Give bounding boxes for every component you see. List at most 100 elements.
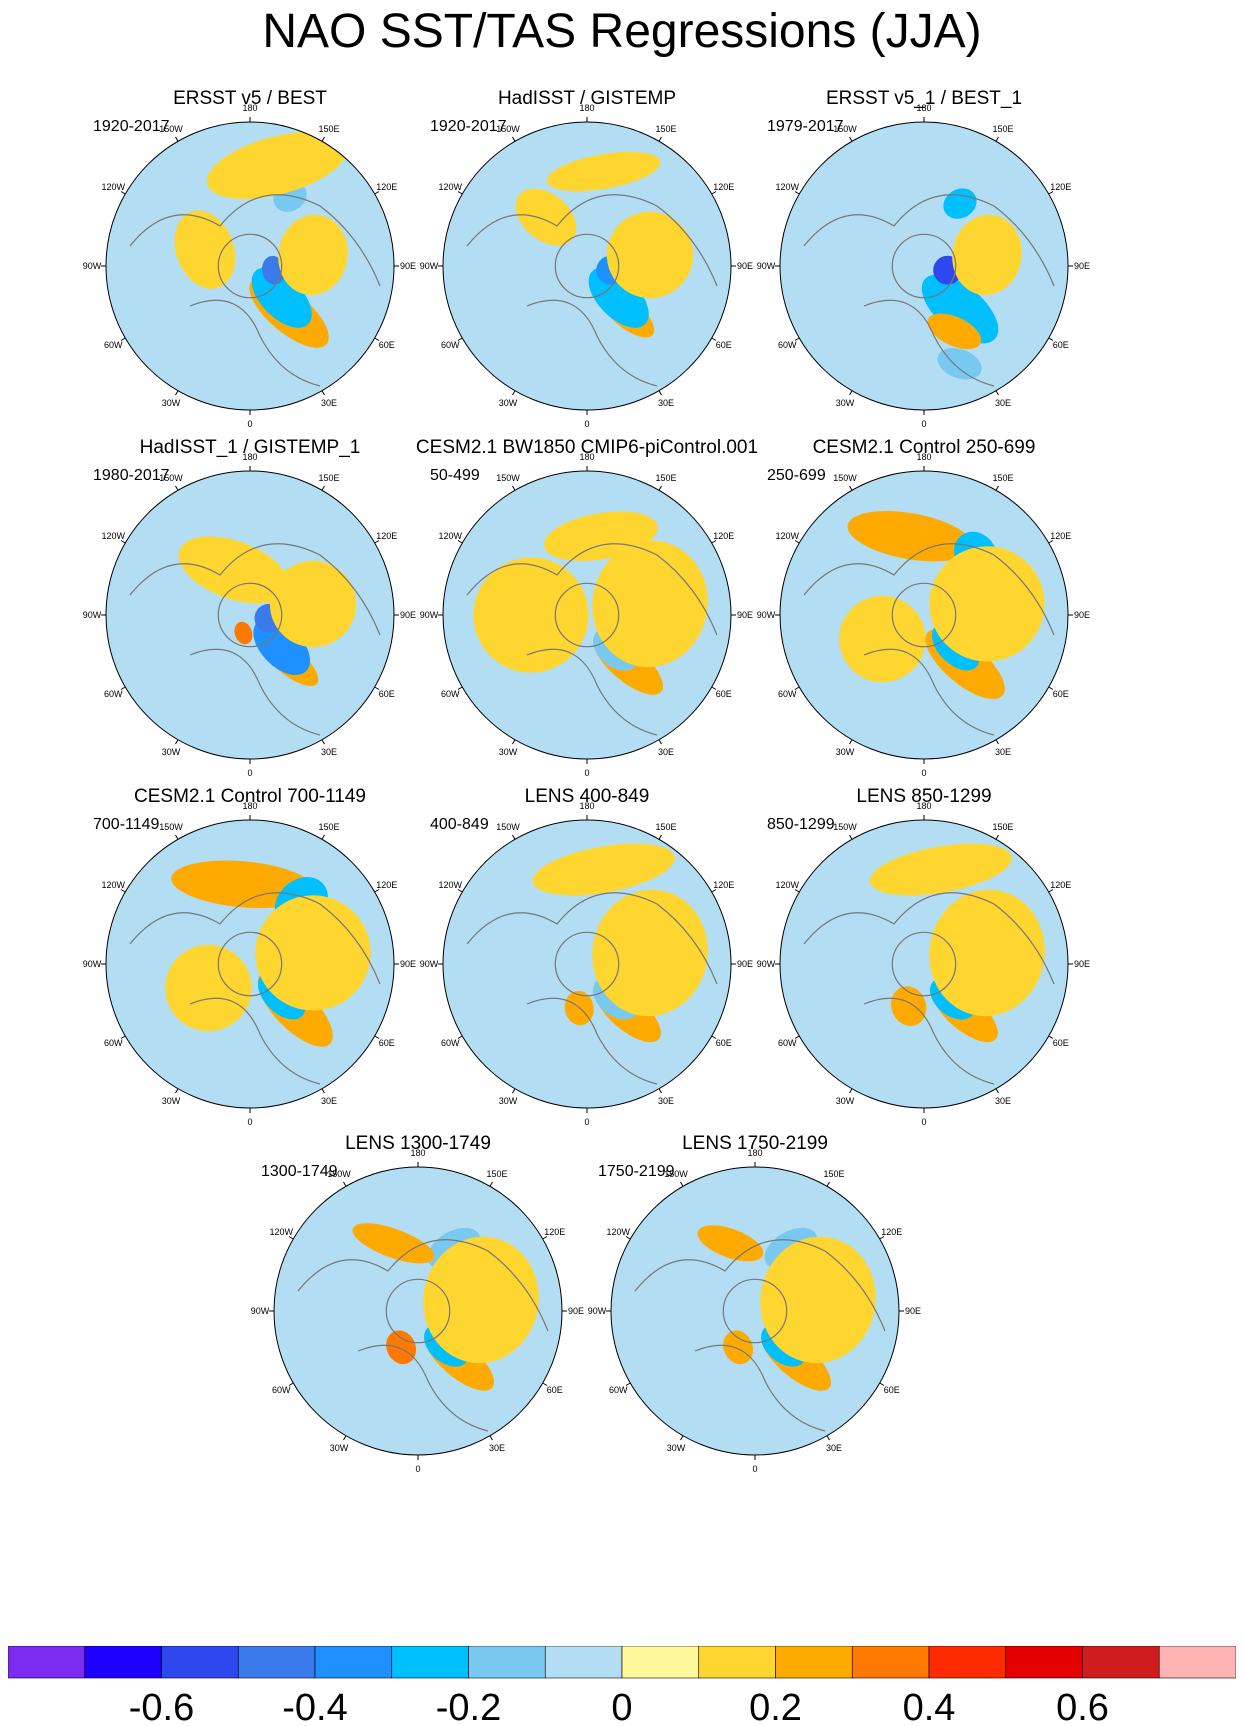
contour-region — [532, 843, 675, 896]
longitude-label: 90E — [400, 959, 416, 969]
map-field — [466, 151, 718, 387]
longitude-tick — [995, 485, 999, 491]
longitude-label: 30W — [162, 747, 181, 757]
coastline — [189, 648, 321, 736]
longitude-label: 120W — [101, 182, 125, 192]
map-background — [106, 471, 394, 759]
longitude-tick — [374, 191, 380, 195]
contour-region — [921, 274, 999, 344]
longitude-tick — [512, 739, 516, 745]
contour-region — [251, 267, 312, 328]
coastline — [634, 1239, 886, 1332]
longitude-label: 120W — [606, 1227, 630, 1237]
longitude-tick — [879, 1236, 885, 1240]
longitude-label: 90E — [905, 1306, 921, 1316]
map-panel: CESM2.1 BW1850 CMIP6-piControl.001 50-499… — [407, 437, 767, 807]
longitude-tick — [321, 485, 325, 491]
longitude-label: 90W — [588, 1306, 607, 1316]
longitude-tick — [879, 1382, 885, 1386]
longitude-label: 0 — [584, 1117, 589, 1127]
longitude-tick — [680, 1435, 684, 1441]
contour-region — [386, 1330, 417, 1365]
longitude-tick — [849, 1088, 853, 1094]
longitude-label: 120W — [101, 531, 125, 541]
longitude-tick — [794, 191, 800, 195]
map-panel: HadISST / GISTEMP 1920-2017 180 150E 120E 90E… — [407, 88, 767, 458]
contour-region — [206, 132, 347, 199]
longitude-tick — [658, 1088, 662, 1094]
longitude-tick — [1048, 191, 1054, 195]
longitude-tick — [343, 1181, 347, 1187]
longitude-label: 120E — [376, 880, 397, 890]
longitude-tick — [658, 136, 662, 142]
longitude-tick — [625, 1382, 631, 1386]
map-panel: LENS 1750-2199 1750-2199 180 150E 120E 90E 60E… — [575, 1133, 935, 1503]
panel-title: LENS 1300-1749 — [345, 1133, 491, 1154]
longitude-tick — [321, 739, 325, 745]
coastline — [863, 997, 995, 1085]
map-panel: LENS 1300-1749 1300-1749 180 150E 120E 90E 60E… — [238, 1133, 598, 1503]
contour-region — [544, 511, 658, 561]
longitude-label: 60W — [104, 1038, 123, 1048]
longitude-tick — [120, 540, 126, 544]
longitude-tick — [995, 136, 999, 142]
longitude-label: 0 — [247, 1117, 252, 1127]
contour-region — [165, 944, 252, 1032]
longitude-label: 150E — [992, 822, 1013, 832]
colorbar-swatch — [8, 1646, 86, 1679]
longitude-label: 180 — [410, 1148, 425, 1158]
longitude-tick — [711, 686, 717, 690]
longitude-tick — [288, 1382, 294, 1386]
longitude-label: 120W — [775, 531, 799, 541]
polar-map: 180 150E 120E 90E 60E 30E 0 30W 60W 90W 120W 150W — [83, 452, 416, 778]
map-panel: LENS 850-1299 850-1299 180 150E 120E 90E 60E 30… — [744, 786, 1104, 1156]
longitude-label: 150E — [486, 1169, 507, 1179]
longitude-label: 30E — [826, 1443, 842, 1453]
colorbar-swatch — [314, 1646, 393, 1679]
panel-period: 1980-2017 — [93, 467, 170, 484]
coastline — [466, 543, 718, 636]
panel-period: 1300-1749 — [261, 1163, 338, 1180]
longitude-label: 90E — [1074, 261, 1090, 271]
colorbar-swatch — [1082, 1646, 1160, 1679]
map-field — [803, 188, 1055, 387]
longitude-tick — [175, 485, 179, 491]
longitude-tick — [658, 739, 662, 745]
longitude-label: 30W — [836, 1096, 855, 1106]
contour-region — [423, 1236, 539, 1364]
coastline — [357, 1344, 489, 1432]
map-background — [780, 122, 1068, 410]
contour-region — [592, 540, 708, 668]
longitude-label: 60W — [104, 340, 123, 350]
longitude-tick — [995, 1088, 999, 1094]
coastline — [863, 648, 995, 736]
longitude-label: 60E — [379, 689, 395, 699]
contour-region — [760, 1236, 876, 1364]
polar-map: 180 150E 120E 90E 60E 30E 0 30W 60W 90W 120W 150W — [251, 1148, 584, 1474]
longitude-label: 30W — [499, 398, 518, 408]
colorbar-swatch — [851, 1646, 930, 1679]
longitude-tick — [489, 1435, 493, 1441]
panel-title: LENS 1750-2199 — [682, 1133, 828, 1154]
longitude-label: 120W — [775, 182, 799, 192]
longitude-tick — [849, 834, 853, 840]
longitude-tick — [995, 739, 999, 745]
polar-map: 180 150E 120E 90E 60E 30E 0 30W 60W 90W 120W 150W — [420, 452, 753, 778]
longitude-tick — [711, 1035, 717, 1039]
contour-region — [234, 621, 253, 645]
longitude-label: 180 — [916, 801, 931, 811]
longitude-label: 120E — [544, 1227, 565, 1237]
longitude-label: 150W — [833, 822, 857, 832]
longitude-tick — [489, 1181, 493, 1187]
longitude-tick — [457, 889, 463, 893]
longitude-label: 180 — [242, 452, 257, 462]
longitude-label: 120W — [101, 880, 125, 890]
longitude-label: 30E — [321, 398, 337, 408]
polar-map: 180 150E 120E 90E 60E 30E 0 30W 60W 90W 120W 150W — [757, 801, 1090, 1127]
contour-region — [937, 348, 982, 380]
arctic-coastline — [217, 233, 283, 299]
panel-period: 50-499 — [430, 467, 480, 484]
longitude-label: 120W — [438, 182, 462, 192]
longitude-tick — [512, 1088, 516, 1094]
panel-period: 1979-2017 — [767, 118, 844, 135]
